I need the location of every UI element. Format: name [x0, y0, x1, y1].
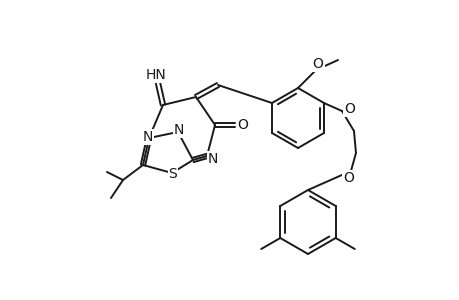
Text: O: O [344, 102, 355, 116]
Text: S: S [168, 167, 177, 181]
Text: O: O [237, 118, 248, 132]
Text: O: O [312, 57, 323, 71]
Text: N: N [207, 152, 218, 166]
Text: HN: HN [146, 68, 166, 82]
Text: O: O [343, 171, 353, 185]
Text: N: N [142, 130, 153, 144]
Text: N: N [174, 123, 184, 137]
